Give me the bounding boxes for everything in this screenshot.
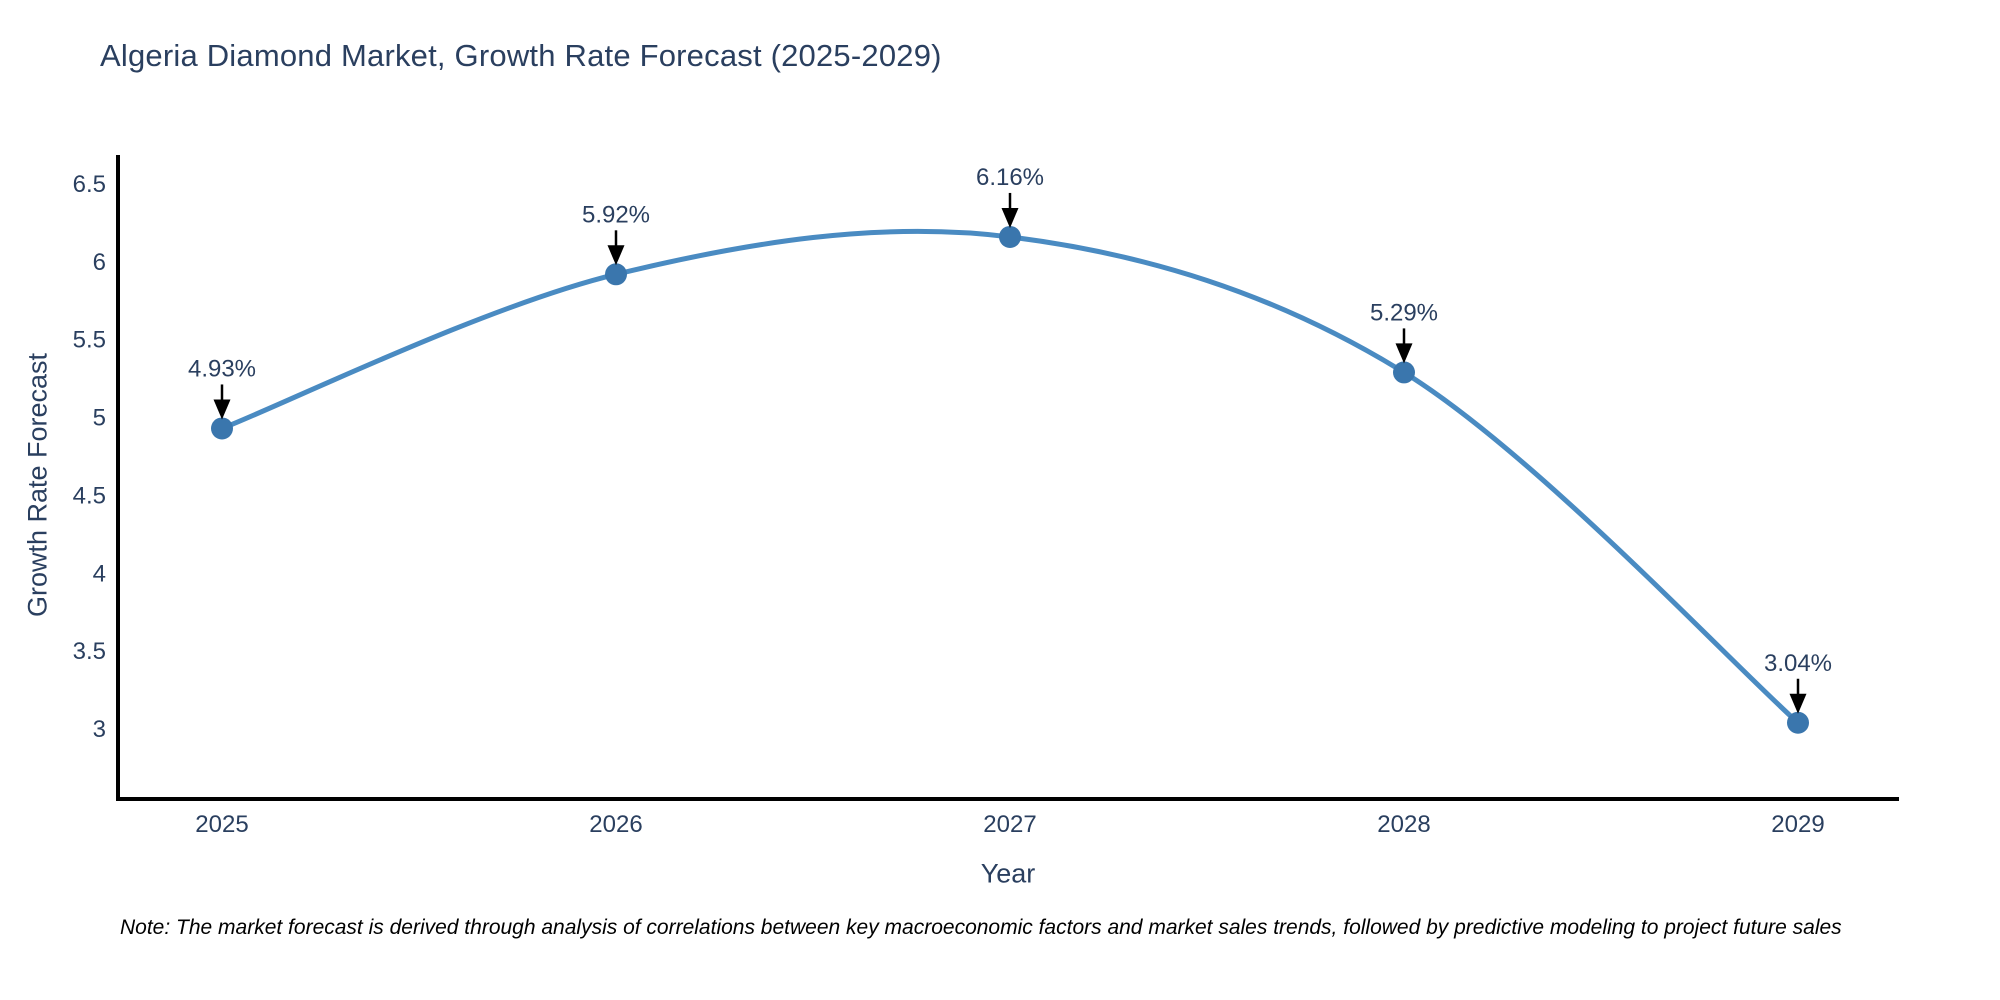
y-tick-label: 6.5 xyxy=(73,171,106,198)
point-annotation: 5.29% xyxy=(1370,299,1438,326)
y-tick-label: 6 xyxy=(93,249,106,276)
annotation-arrow-head xyxy=(1001,207,1019,228)
x-tick-label: 2026 xyxy=(589,811,642,838)
data-point-2029 xyxy=(1787,711,1809,734)
point-annotation: 5.92% xyxy=(582,201,650,228)
x-tick-label: 2028 xyxy=(1377,811,1430,838)
data-point-2028 xyxy=(1393,361,1415,384)
annotation-arrow-head xyxy=(607,245,625,266)
annotation-arrow-head xyxy=(1395,343,1413,364)
y-tick-label: 5.5 xyxy=(73,327,106,354)
y-tick-label: 3 xyxy=(93,716,106,743)
annotation-arrow-head xyxy=(1789,693,1807,714)
forecast-line xyxy=(219,228,1801,726)
annotation-arrow-head xyxy=(213,399,231,420)
y-tick-label: 3.5 xyxy=(73,638,106,665)
data-point-2025 xyxy=(211,417,233,440)
x-tick-label: 2027 xyxy=(983,811,1036,838)
data-point-2027 xyxy=(999,225,1021,248)
point-annotation: 4.93% xyxy=(188,355,256,382)
y-tick-label: 4 xyxy=(93,560,106,587)
point-annotation: 6.16% xyxy=(976,164,1044,191)
footnote: Note: The market forecast is derived thr… xyxy=(120,916,1842,939)
y-tick-label: 4.5 xyxy=(73,482,106,509)
y-tick-label: 5 xyxy=(93,405,106,432)
x-axis-title: Year xyxy=(980,858,1036,889)
x-tick-label: 2029 xyxy=(1771,811,1824,838)
data-point-2026 xyxy=(605,263,627,286)
x-tick-label: 2025 xyxy=(195,811,248,838)
point-annotation: 3.04% xyxy=(1764,650,1832,677)
chart-title: Algeria Diamond Market, Growth Rate Fore… xyxy=(100,38,942,73)
